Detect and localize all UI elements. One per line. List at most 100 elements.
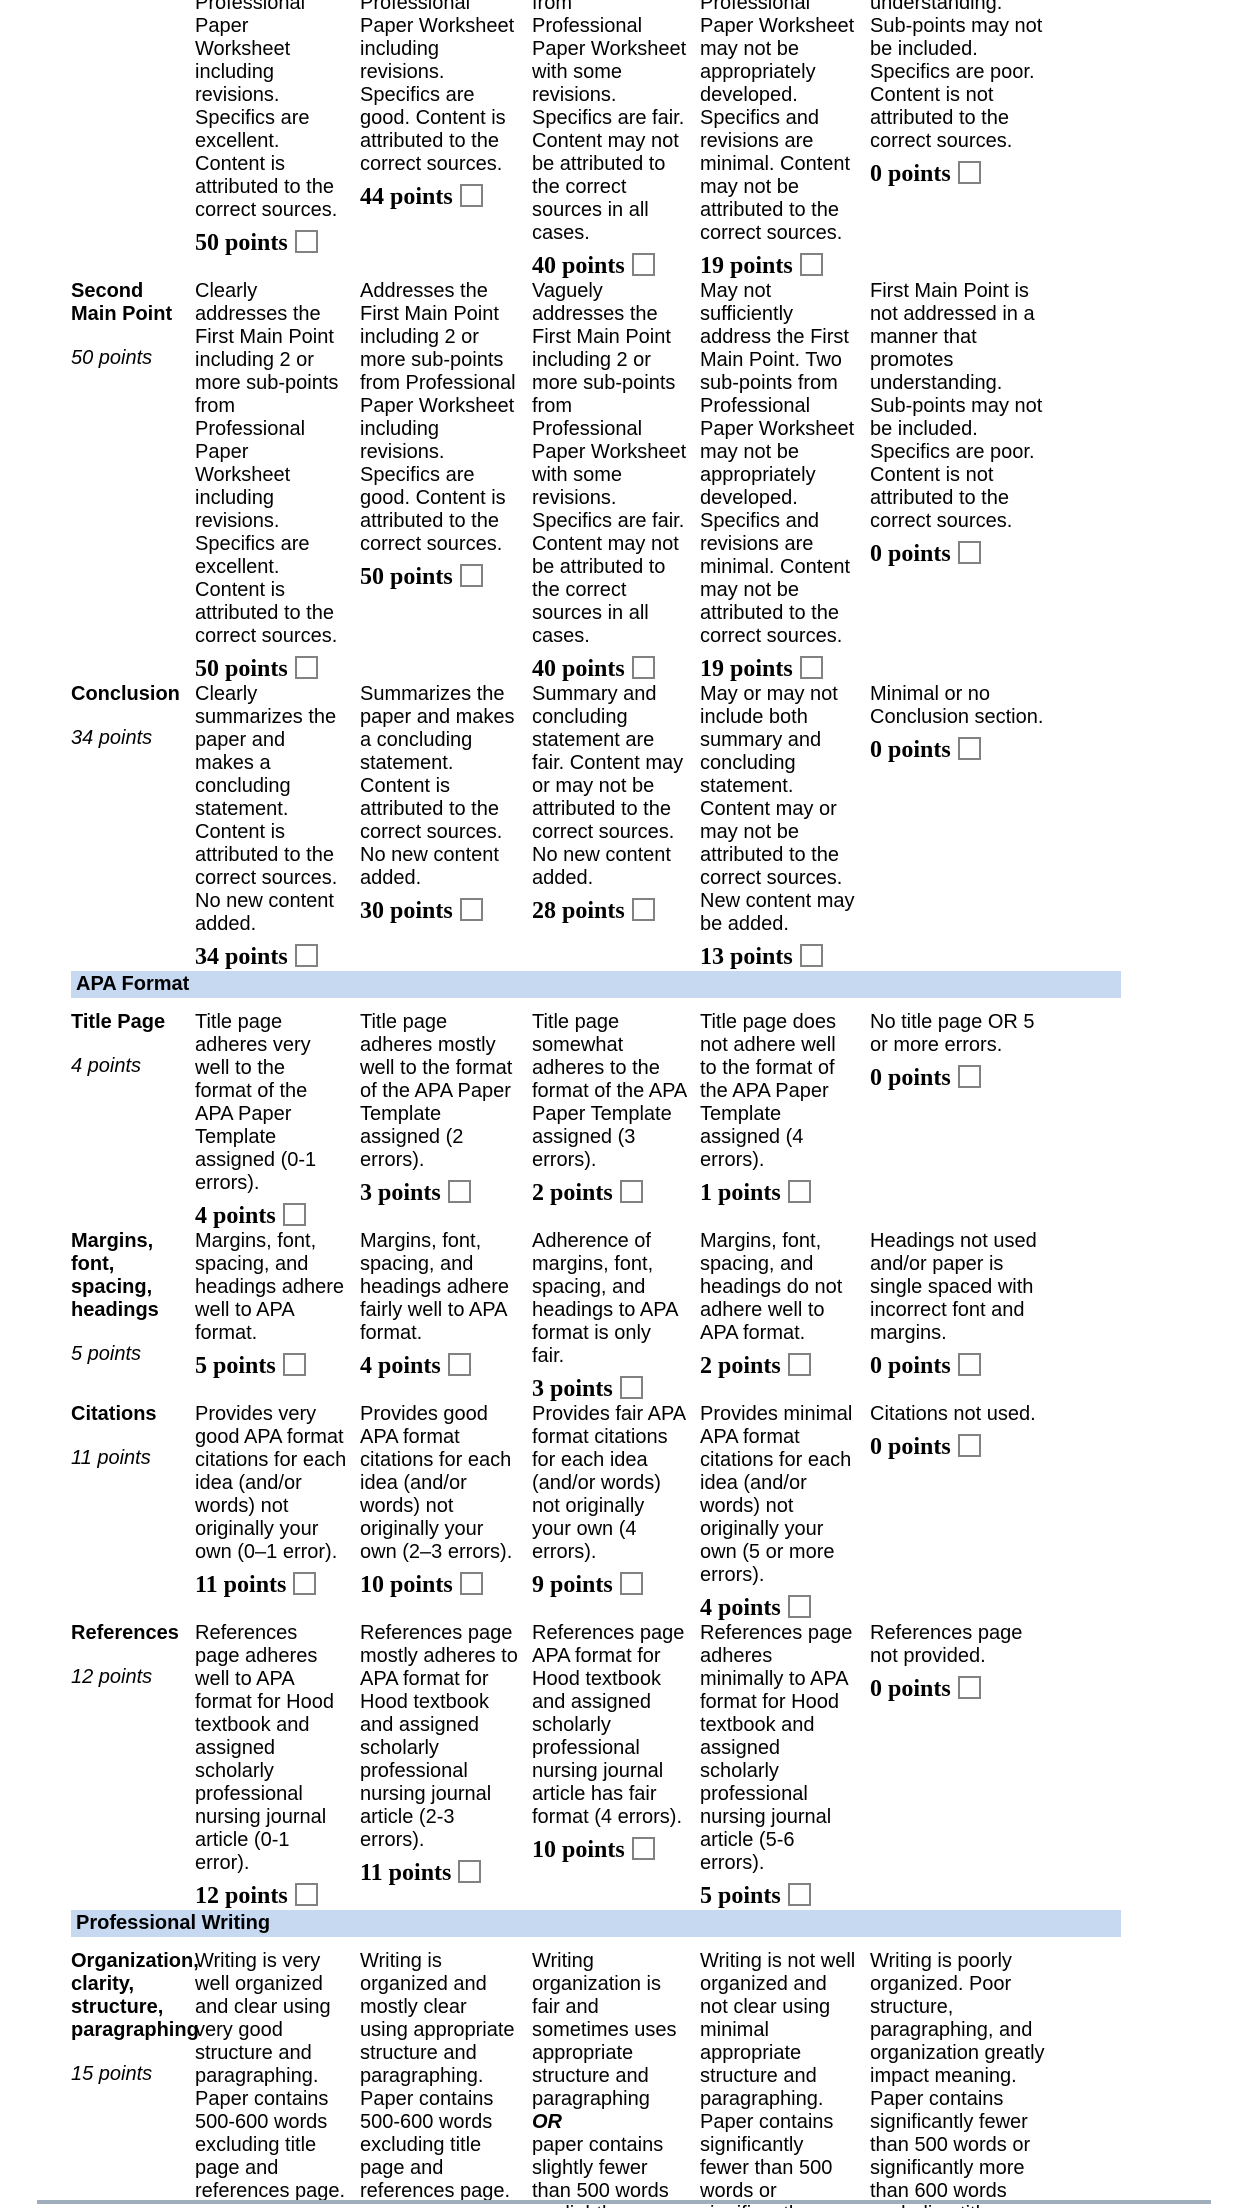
cell-description: Writing is organized and mostly clear us…: [360, 1950, 515, 2202]
points-checkbox[interactable]: [458, 1860, 482, 1883]
points-checkbox[interactable]: [957, 1065, 981, 1088]
points-checkbox[interactable]: [294, 1883, 318, 1906]
points-line: 0 points: [870, 1352, 1048, 1380]
points-checkbox[interactable]: [799, 944, 823, 967]
points-label: 0 points: [870, 541, 951, 567]
points-line: 40 points: [532, 655, 687, 683]
points-checkbox[interactable]: [631, 1837, 655, 1860]
points-checkbox[interactable]: [459, 564, 483, 587]
points-line: 50 points: [360, 563, 519, 591]
points-checkbox[interactable]: [787, 1883, 811, 1906]
points-checkbox[interactable]: [957, 1434, 981, 1457]
points-line: 11 points: [360, 1859, 519, 1887]
points-checkbox[interactable]: [631, 253, 655, 276]
criterion-points: 4 points: [71, 1055, 142, 1077]
rubric-row: Margins, font, spacing, headings 5 points…: [71, 1230, 1121, 1403]
points-checkbox[interactable]: [631, 898, 655, 921]
level-cell: Provides minimal APA format citations fo…: [700, 1403, 870, 1622]
level-cell: Provides fair APA format citations for e…: [532, 1403, 700, 1599]
points-checkbox[interactable]: [294, 656, 318, 679]
points-checkbox[interactable]: [631, 656, 655, 679]
cell-description: Provides very good APA format citations …: [195, 1403, 347, 1563]
points-label: 11 points: [195, 1572, 287, 1598]
points-line: 10 points: [360, 1571, 519, 1599]
cell-description: References page mostly adheres to APA fo…: [360, 1622, 518, 1851]
cell-description: Headings not used and/or paper is single…: [870, 1230, 1037, 1344]
criterion-name: Conclusion: [71, 683, 180, 705]
points-checkbox[interactable]: [957, 1353, 981, 1376]
section-header: APA Format: [71, 971, 1121, 998]
points-line: 28 points: [532, 897, 687, 925]
points-checkbox[interactable]: [787, 1180, 811, 1203]
cell-description: Title page does not adhere well to the f…: [700, 1011, 837, 1171]
rubric-row: References 12 points References page adher…: [71, 1622, 1121, 1910]
points-checkbox[interactable]: [447, 1180, 471, 1203]
points-label: 5 points: [195, 1353, 276, 1379]
points-checkbox[interactable]: [799, 253, 823, 276]
criterion-points: 12 points: [71, 1666, 153, 1688]
level-cell: Margins, font, spacing, and headings do …: [700, 1230, 870, 1380]
points-checkbox[interactable]: [447, 1353, 471, 1376]
level-cell: Professional Paper Worksheet including r…: [360, 0, 532, 211]
points-checkbox[interactable]: [957, 1676, 981, 1699]
points-label: 50 points: [360, 564, 453, 590]
cell-description: Vaguely addresses the First Main Point i…: [532, 280, 687, 647]
level-cell: Minimal or no Conclusion section. 0 point…: [870, 683, 1048, 764]
level-cell: Writing is very well organized and clear…: [195, 1950, 360, 2208]
points-checkbox[interactable]: [294, 944, 318, 967]
points-line: 19 points: [700, 655, 857, 683]
points-checkbox[interactable]: [957, 161, 981, 184]
level-cell: Addresses the First Main Point including…: [360, 280, 532, 591]
points-label: 10 points: [360, 1572, 453, 1598]
points-line: 0 points: [870, 540, 1048, 568]
points-checkbox[interactable]: [294, 230, 318, 253]
points-line: 5 points: [700, 1882, 857, 1910]
points-line: 34 points: [195, 943, 347, 971]
points-line: 3 points: [532, 1375, 687, 1403]
cell-description: Summarizes the paper and makes a conclud…: [360, 683, 515, 889]
points-checkbox[interactable]: [619, 1180, 643, 1203]
points-line: 30 points: [360, 897, 519, 925]
points-checkbox[interactable]: [459, 898, 483, 921]
points-label: 12 points: [195, 1883, 288, 1909]
points-checkbox[interactable]: [619, 1572, 643, 1595]
points-checkbox[interactable]: [787, 1353, 811, 1376]
points-checkbox[interactable]: [787, 1595, 811, 1618]
points-label: 28 points: [532, 898, 625, 924]
rubric-row: Second Main Point 50 points Clearly addres…: [71, 280, 1121, 683]
points-checkbox[interactable]: [957, 737, 981, 760]
points-checkbox[interactable]: [459, 1572, 483, 1595]
level-cell: Provides very good APA format citations …: [195, 1403, 360, 1599]
bottom-divider: [37, 2200, 1211, 2204]
criterion-name: Second Main Point: [71, 280, 173, 325]
points-label: 50 points: [195, 656, 288, 682]
points-line: 4 points: [360, 1352, 519, 1380]
cell-description: understanding. Sub-points may not be inc…: [870, 0, 1043, 152]
points-checkbox[interactable]: [282, 1353, 306, 1376]
level-cell: Title page somewhat adheres to the forma…: [532, 1011, 700, 1207]
cell-description: Provides minimal APA format citations fo…: [700, 1403, 853, 1586]
cell-description: Title page adheres mostly well to the fo…: [360, 1011, 513, 1171]
level-cell: Vaguely addresses the First Main Point i…: [532, 280, 700, 683]
points-checkbox[interactable]: [957, 541, 981, 564]
level-cell: Margins, font, spacing, and headings adh…: [360, 1230, 532, 1380]
points-label: 34 points: [195, 944, 288, 970]
cell-description: Margins, font, spacing, and headings do …: [700, 1230, 843, 1344]
points-label: 19 points: [700, 656, 793, 682]
points-checkbox[interactable]: [459, 184, 483, 207]
points-line: 0 points: [870, 160, 1048, 188]
points-label: 0 points: [870, 161, 951, 187]
rubric-row: Citations 11 points Provides very good APA…: [71, 1403, 1121, 1622]
cell-description: Citations not used.: [870, 1403, 1036, 1425]
level-cell: References page APA format for Hood text…: [532, 1622, 700, 1864]
criterion-points: 15 points: [71, 2063, 153, 2085]
points-label: 0 points: [870, 1434, 951, 1460]
level-cell: References page mostly adheres to APA fo…: [360, 1622, 532, 1887]
criterion-points: 34 points: [71, 727, 153, 749]
points-checkbox[interactable]: [282, 1203, 306, 1226]
points-checkbox[interactable]: [619, 1376, 643, 1399]
points-line: 13 points: [700, 943, 857, 971]
points-checkbox[interactable]: [293, 1572, 317, 1595]
points-checkbox[interactable]: [799, 656, 823, 679]
criterion-cell: Organization, clarity, structure, paragr…: [71, 1950, 199, 2086]
